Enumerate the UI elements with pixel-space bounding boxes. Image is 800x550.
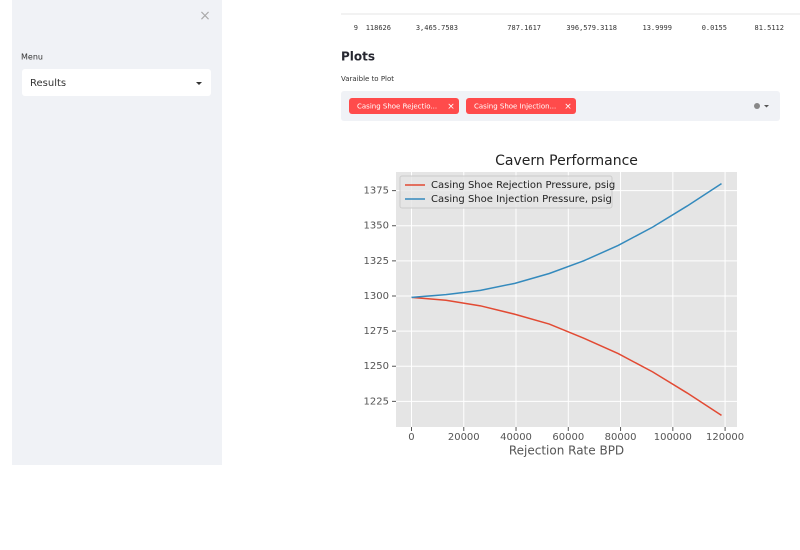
legend-label: Casing Shoe Injection Pressure, psig: [431, 194, 612, 205]
y-tick-label: 1350: [364, 221, 389, 232]
table-cell: 9: [354, 24, 358, 32]
x-tick-label: 120000: [706, 432, 744, 443]
chip[interactable]: [466, 98, 576, 114]
chip-close[interactable]: ×: [564, 102, 572, 112]
series-line: [411, 182, 722, 299]
y-tick-label: 1300: [364, 291, 389, 302]
select-caret: [764, 105, 769, 108]
chip-close[interactable]: ×: [447, 102, 455, 112]
x-tick-label: 100000: [654, 432, 692, 443]
menu-value: Results: [30, 78, 66, 89]
plot-area: [396, 172, 737, 427]
x-tick-label: 60000: [552, 432, 584, 443]
select-label: Varaible to Plot: [341, 75, 394, 83]
x-tick-label: 20000: [448, 432, 480, 443]
y-tick-label: 1250: [364, 361, 389, 372]
menu-caret: [196, 82, 202, 85]
table-cell: 13.9999: [642, 24, 672, 32]
table-cell: 118626: [366, 24, 391, 32]
chip-text: Casing Shoe Injection...: [474, 103, 556, 111]
table-cell: 0.0155: [702, 24, 727, 32]
menu-label: Menu: [21, 53, 43, 62]
table-row: 9 118626 3,465.7583 787.1617 396,579.3118 13.…: [354, 24, 784, 32]
x-axis-label: Rejection Rate BPD: [509, 444, 624, 458]
y-tick-label: 1225: [364, 396, 389, 407]
plots-header: Plots: [341, 50, 375, 64]
chart-title: Cavern Performance: [495, 153, 638, 169]
table-cell: 396,579.3118: [566, 24, 617, 32]
legend-box: [399, 175, 613, 209]
chips: Casing Shoe Rejectio... × Casing Shoe Inje…: [349, 98, 576, 114]
y-tick-label: 1275: [364, 326, 389, 337]
series-line: [411, 296, 722, 417]
y-tick-label: 1325: [364, 256, 389, 267]
legend-label: Casing Shoe Rejection Pressure, psig: [431, 180, 615, 191]
clear-icon[interactable]: [754, 103, 760, 109]
table-cell: 81.5112: [754, 24, 784, 32]
chip[interactable]: [349, 98, 459, 114]
menu-select[interactable]: [22, 69, 211, 96]
x-tick-label: 80000: [605, 432, 637, 443]
table-cell: 3,465.7583: [416, 24, 458, 32]
chart: Cavern Performance Rejection Rate BPD 1225…: [364, 153, 745, 458]
x-tick-label: 0: [408, 432, 414, 443]
x-tick-label: 40000: [500, 432, 532, 443]
y-tick-label: 1375: [364, 186, 389, 197]
sidebar-close[interactable]: ×: [199, 8, 211, 24]
table-cell: 787.1617: [507, 24, 541, 32]
chip-text: Casing Shoe Rejectio...: [357, 103, 437, 111]
